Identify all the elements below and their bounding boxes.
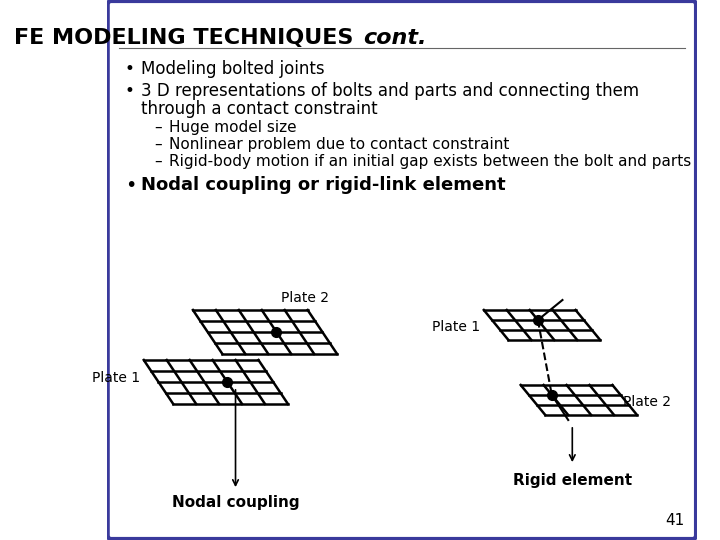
Text: Nodal coupling: Nodal coupling — [171, 495, 300, 510]
Text: –: – — [154, 120, 162, 135]
Text: cont.: cont. — [364, 28, 427, 48]
Text: 3 D representations of bolts and parts and connecting them: 3 D representations of bolts and parts a… — [141, 82, 639, 100]
Text: •: • — [125, 60, 135, 78]
Text: Modeling bolted joints: Modeling bolted joints — [141, 60, 325, 78]
Text: through a contact constraint: through a contact constraint — [141, 100, 378, 118]
Text: –: – — [154, 154, 162, 169]
Text: •: • — [125, 82, 135, 100]
Text: FE MODELING TECHNIQUES: FE MODELING TECHNIQUES — [14, 28, 361, 48]
Text: Huge model size: Huge model size — [169, 120, 297, 135]
Text: Plate 2: Plate 2 — [281, 291, 329, 305]
Text: Plate 2: Plate 2 — [623, 395, 671, 409]
FancyBboxPatch shape — [108, 1, 696, 539]
Text: Rigid element: Rigid element — [513, 473, 632, 488]
Text: 41: 41 — [665, 513, 685, 528]
Text: –: – — [154, 137, 162, 152]
Text: Rigid-body motion if an initial gap exists between the bolt and parts: Rigid-body motion if an initial gap exis… — [169, 154, 691, 169]
Text: Nodal coupling or rigid-link element: Nodal coupling or rigid-link element — [141, 176, 506, 194]
Text: Nonlinear problem due to contact constraint: Nonlinear problem due to contact constra… — [169, 137, 510, 152]
Text: Plate 1: Plate 1 — [91, 371, 140, 385]
Text: Plate 1: Plate 1 — [431, 320, 480, 334]
Text: •: • — [125, 176, 136, 195]
